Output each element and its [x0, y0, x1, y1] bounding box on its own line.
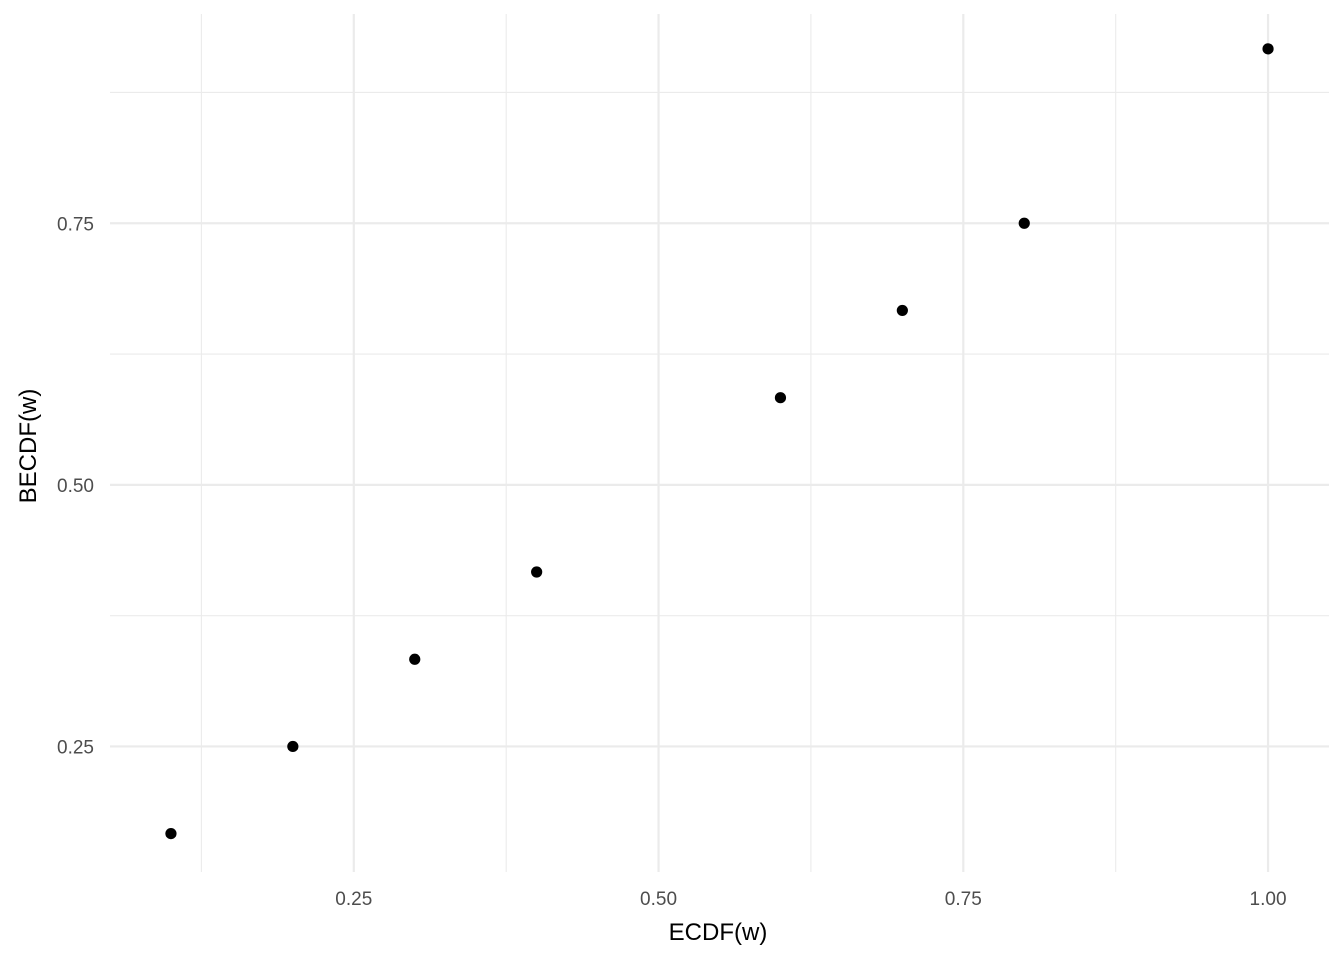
- data-point: [1018, 217, 1030, 229]
- y-axis-tick-labels: 0.25 0.50 0.75: [57, 214, 94, 758]
- data-points: [165, 43, 1274, 840]
- y-axis-title: BECDF(w): [15, 389, 42, 504]
- x-axis-title: ECDF(w): [669, 919, 768, 946]
- x-tick-label: 1.00: [1250, 889, 1287, 910]
- y-tick-label: 0.75: [57, 214, 94, 235]
- y-tick-label: 0.50: [57, 476, 94, 497]
- y-tick-label: 0.25: [57, 737, 94, 758]
- x-tick-label: 0.25: [335, 889, 372, 910]
- x-axis-tick-labels: 0.25 0.50 0.75 1.00: [335, 889, 1286, 910]
- minor-gridlines: [110, 14, 1329, 872]
- data-point: [774, 392, 787, 404]
- x-tick-label: 0.50: [640, 889, 677, 910]
- x-tick-label: 0.75: [945, 889, 982, 910]
- data-point: [409, 653, 421, 665]
- data-point: [531, 566, 543, 578]
- data-point: [165, 827, 177, 840]
- data-point: [896, 304, 908, 317]
- data-point: [1262, 43, 1274, 55]
- major-gridlines: [110, 14, 1329, 872]
- data-point: [287, 740, 299, 753]
